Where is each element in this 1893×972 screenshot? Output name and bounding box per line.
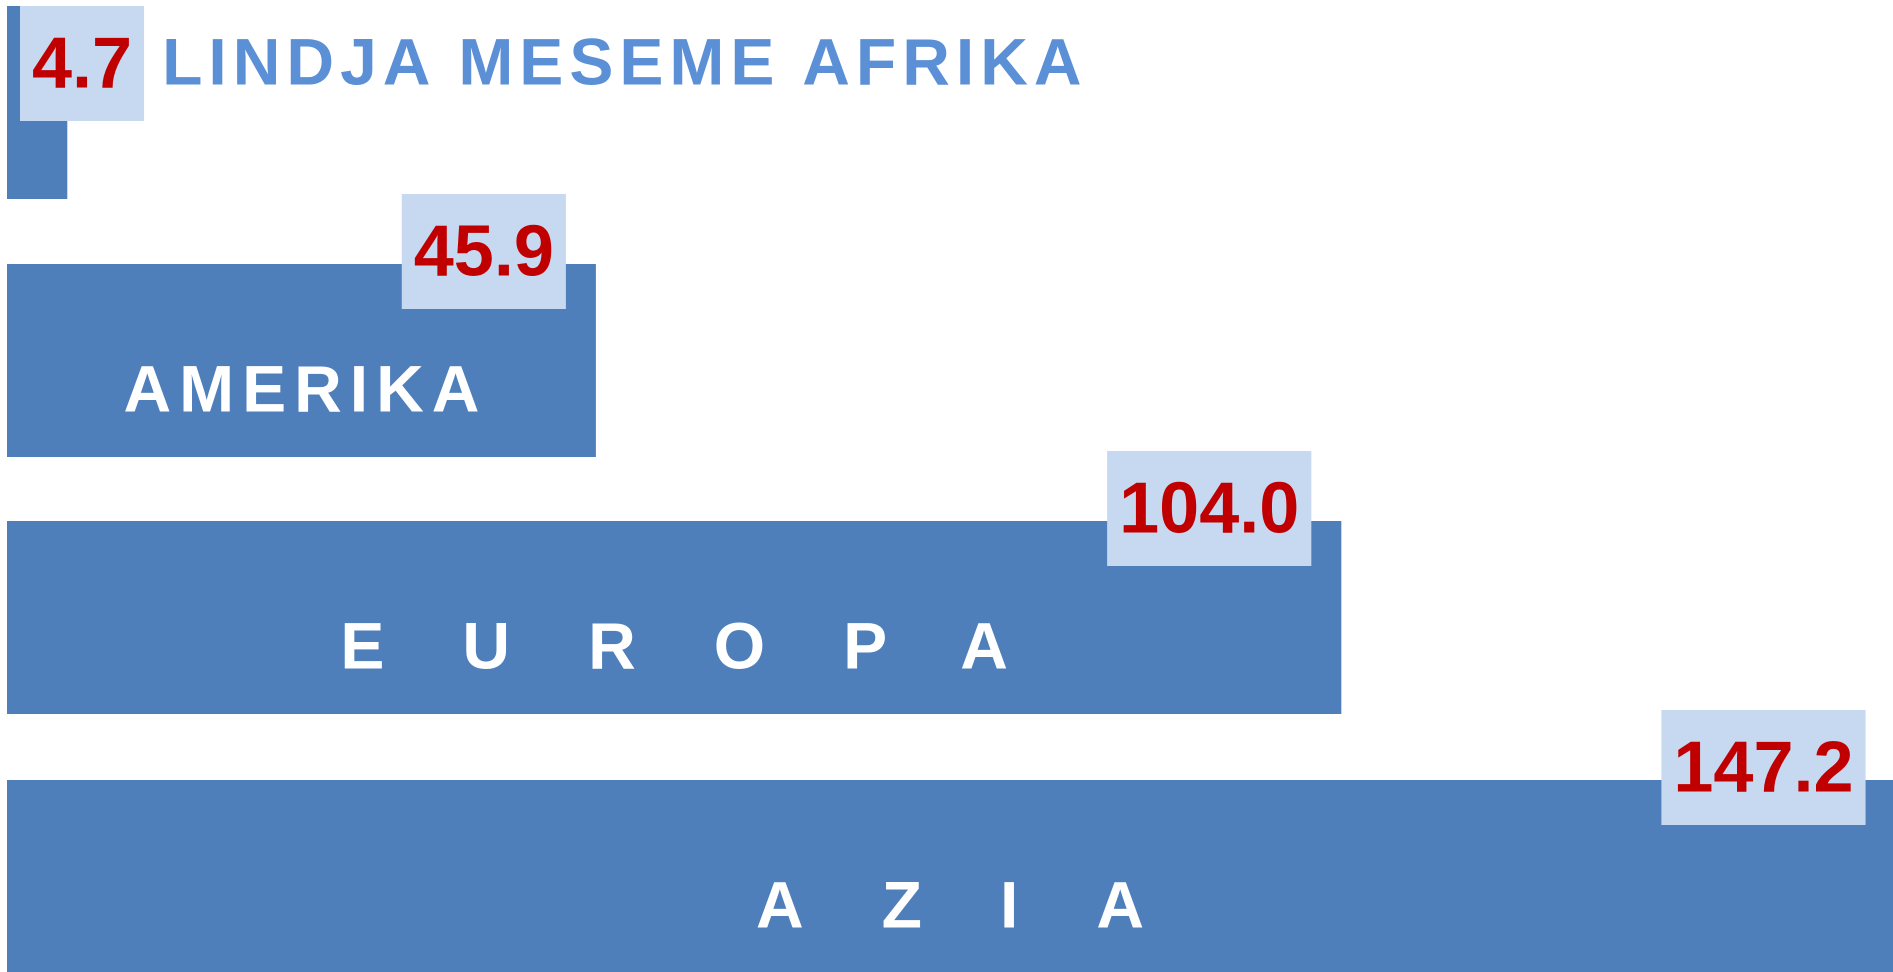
category-label: AMERIKA [123,352,487,426]
data-label: 4.7 [32,24,132,104]
data-label-box [401,194,566,309]
data-label-box [1661,710,1866,825]
category-label: LINDJA MESEME AFRIKA [162,25,1087,99]
bar [7,780,1893,972]
data-label: 104.0 [1119,469,1299,549]
category-label: EUROPA [340,609,1085,683]
data-label-box [1107,451,1312,566]
category-label: AZIA [756,868,1222,942]
data-label: 147.2 [1673,728,1853,808]
data-label: 45.9 [414,212,554,292]
data-label-box [20,6,145,121]
